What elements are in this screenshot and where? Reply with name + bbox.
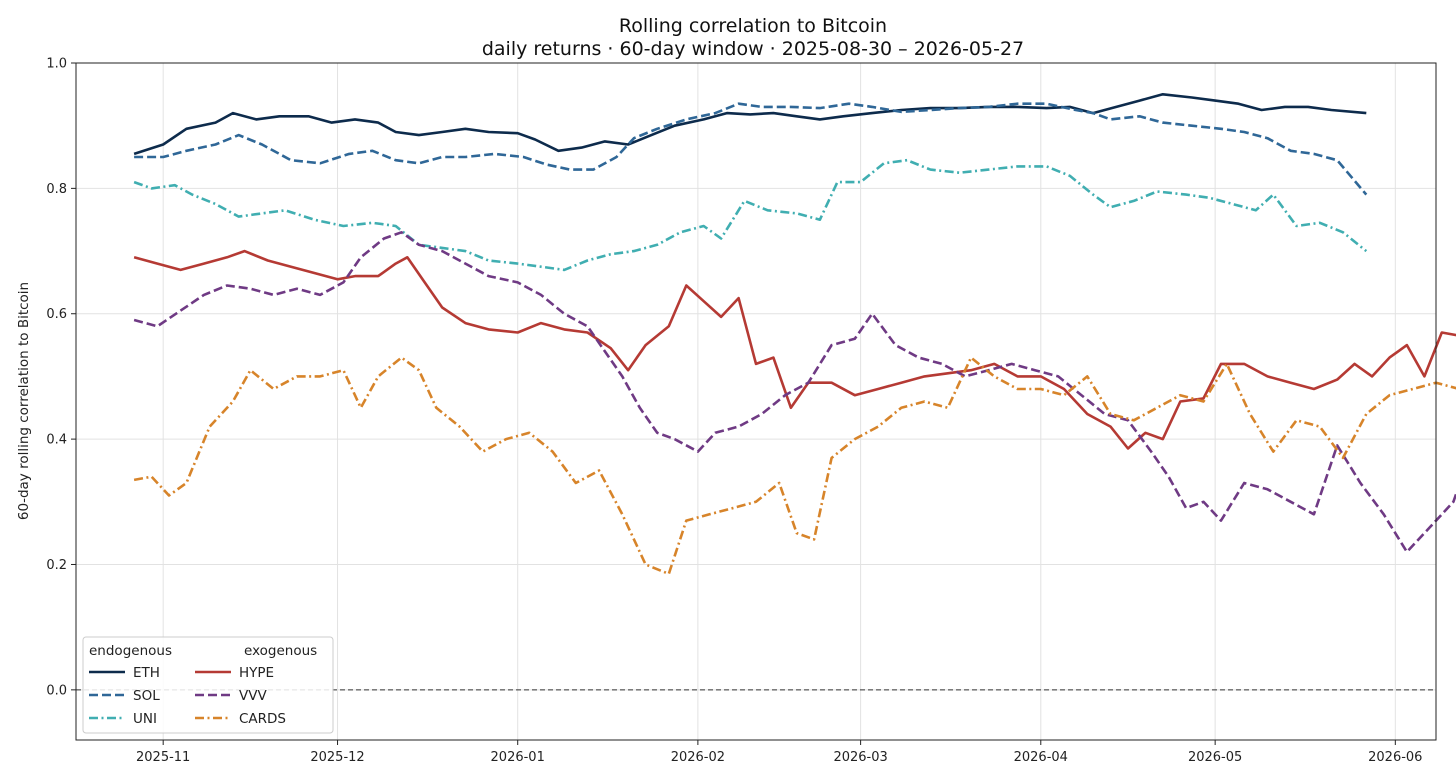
series-line-sol xyxy=(134,102,1368,196)
x-tick-label: 2026-06 xyxy=(1368,750,1422,765)
series-line-hype xyxy=(133,249,1456,450)
series-line-vvv xyxy=(133,231,1456,554)
series-lines xyxy=(133,93,1456,576)
legend-label-cards: CARDS xyxy=(239,711,286,727)
x-tick-label: 2026-04 xyxy=(1014,750,1068,765)
x-tick-label: 2026-01 xyxy=(491,750,545,765)
x-tick-label: 2026-02 xyxy=(671,750,725,765)
series-line-eth xyxy=(133,93,1367,156)
y-tick-label: 0.6 xyxy=(46,307,67,322)
x-tick-label: 2026-03 xyxy=(833,750,887,765)
plot-frame xyxy=(75,62,1437,741)
y-tick-label: 1.0 xyxy=(46,57,67,72)
y-tick-label: 0.0 xyxy=(46,683,67,698)
y-axis-ticks: 0.0 0.2 0.4 0.6 0.8 1.0 xyxy=(46,57,76,698)
legend-label-eth: ETH xyxy=(133,665,160,681)
legend-label-sol: SOL xyxy=(133,688,160,704)
legend-box xyxy=(82,636,334,734)
legend-group-title: endogenous xyxy=(89,643,172,659)
legend-label-vvv: VVV xyxy=(239,688,267,704)
y-tick-label: 0.2 xyxy=(46,558,67,573)
y-axis-label: 60-day rolling correlation to Bitcoin xyxy=(16,282,32,520)
legend-label-hype: HYPE xyxy=(239,665,274,681)
y-tick-label: 0.4 xyxy=(46,433,67,448)
series-line-cards xyxy=(133,356,1456,576)
x-tick-label: 2026-05 xyxy=(1188,750,1242,765)
y-tick-label: 0.8 xyxy=(46,182,67,197)
chart-title: Rolling correlation to Bitcoin xyxy=(619,15,887,37)
legend-group-title: exogenous xyxy=(244,643,317,659)
x-tick-label: 2025-12 xyxy=(310,750,364,765)
x-axis-ticks: 2025-11 2025-12 2026-01 2026-02 2026-03 2026-… xyxy=(136,740,1422,765)
x-tick-label: 2025-11 xyxy=(136,750,190,765)
series-line-uni xyxy=(133,158,1368,272)
legend-label-uni: UNI xyxy=(133,711,157,727)
legend: endogenous ETH SOL UNI exogenous HYPE VVV CARDS xyxy=(82,636,334,734)
chart-subtitle: daily returns · 60-day window · 2025-08-… xyxy=(482,38,1024,60)
